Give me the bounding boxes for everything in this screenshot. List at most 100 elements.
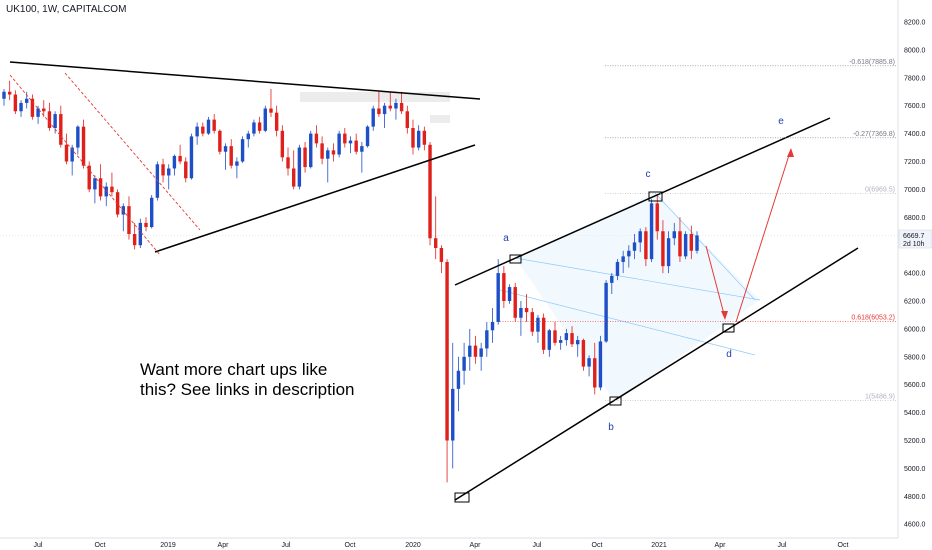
candle-body xyxy=(371,108,375,127)
candle-body xyxy=(314,133,319,144)
price-tick-label: 5600.0 xyxy=(904,382,926,389)
candle-body xyxy=(184,161,188,179)
candle-body xyxy=(201,126,205,134)
candle-body xyxy=(195,126,199,137)
fib-level-label: -0.27(7369.8) xyxy=(853,131,895,138)
candle-body xyxy=(462,356,466,371)
price-tick-label: 6200.0 xyxy=(904,299,926,306)
candle-body xyxy=(405,111,410,129)
projection-arrow-up xyxy=(735,151,791,323)
candle-body xyxy=(451,388,455,441)
candle-body xyxy=(53,114,57,129)
candle-body xyxy=(320,143,324,159)
time-tick-label: Jul xyxy=(778,542,787,549)
candle-body xyxy=(223,146,228,152)
candle-body xyxy=(683,234,688,257)
candle-body xyxy=(661,231,665,267)
candle-body xyxy=(263,108,267,131)
time-tick-label: 2021 xyxy=(651,542,667,549)
candle-body xyxy=(98,178,103,197)
time-tick-label: Jul xyxy=(533,542,542,549)
last-price-value: 6669.7 xyxy=(903,233,925,240)
price-tick-label: 6000.0 xyxy=(904,326,926,333)
wave-label: d xyxy=(726,349,732,360)
time-tick-label: Oct xyxy=(838,542,849,549)
candle-body xyxy=(161,164,165,176)
candle-body xyxy=(382,105,387,115)
candle-body xyxy=(604,282,608,342)
price-tick-label: 5400.0 xyxy=(904,410,926,417)
candle-body xyxy=(439,247,444,262)
candle-body xyxy=(127,206,131,235)
candle-body xyxy=(649,203,654,260)
fib-level-label: 0(6969.5) xyxy=(865,187,895,194)
candle-body xyxy=(110,186,114,193)
candle-body xyxy=(218,130,222,152)
candle-body xyxy=(212,119,216,131)
triangle-upper-trendline xyxy=(9,61,481,100)
candle-body xyxy=(485,330,489,349)
candle-body xyxy=(553,330,557,343)
fib-channel-fill xyxy=(515,193,760,402)
candle-body xyxy=(246,133,250,140)
time-axis[interactable]: Jul Oct 2019 Apr Jul Oct 2020 Apr Jul Oct 2021 Apr J… xyxy=(0,537,898,549)
candle-body xyxy=(513,287,517,318)
candle-body xyxy=(434,238,438,248)
candle-body xyxy=(172,155,177,169)
candle-body xyxy=(257,122,262,131)
candle-body xyxy=(297,147,302,187)
candle-body xyxy=(428,144,432,239)
candle-body xyxy=(524,307,529,313)
candle-body xyxy=(416,130,421,148)
promo-annotation: Want more chart ups like this? See links… xyxy=(140,360,355,399)
candle-body xyxy=(25,98,29,103)
candle-body xyxy=(36,108,40,117)
price-tick-label: 6400.0 xyxy=(904,271,926,278)
price-tick-label: 7400.0 xyxy=(904,131,926,138)
candle-body xyxy=(93,178,97,190)
candle-body xyxy=(274,112,279,131)
time-tick-label: Apr xyxy=(218,542,230,549)
candle-body xyxy=(13,94,18,112)
candle-body xyxy=(479,348,483,357)
fib-level-label: 0.618(6053.2) xyxy=(851,314,895,321)
wedge-upper-line xyxy=(454,117,831,286)
time-tick-label: Jul xyxy=(34,542,43,549)
fib-channel-line-upper xyxy=(514,257,761,301)
candle-body xyxy=(343,133,347,144)
red-channel-lower xyxy=(9,74,161,256)
wave-label: a xyxy=(503,233,509,244)
price-tick-label: 4600.0 xyxy=(904,522,926,529)
price-tick-label: 5800.0 xyxy=(904,354,926,361)
candle-body xyxy=(7,91,12,95)
candles xyxy=(2,80,699,483)
candle-body xyxy=(541,317,546,350)
candle-body xyxy=(138,222,143,246)
price-axis[interactable]: 8200.0 8000.0 7800.0 7600.0 7400.0 7200.0 7000… xyxy=(897,0,926,538)
candle-body xyxy=(178,155,182,162)
drawings-behind xyxy=(300,92,761,402)
candle-body xyxy=(672,231,676,239)
pivot-box-a xyxy=(509,254,522,264)
symbol-title: UK100, 1W, CAPITALCOM xyxy=(6,4,127,15)
candle-body xyxy=(19,102,23,112)
wave-labels: a b c d e xyxy=(503,116,784,433)
time-tick-label: Oct xyxy=(95,542,106,549)
candle-body xyxy=(490,321,495,331)
wedge-lower-line xyxy=(454,247,859,501)
candle-body xyxy=(309,133,313,168)
price-tick-label: 7800.0 xyxy=(904,75,926,82)
candle-body xyxy=(666,238,671,267)
price-tick-label: 5000.0 xyxy=(904,466,926,473)
candle-body xyxy=(229,146,233,166)
wave-label: e xyxy=(778,116,784,127)
candle-body xyxy=(87,165,91,190)
candle-body xyxy=(519,307,523,318)
projection-arrow-down xyxy=(705,245,726,319)
candle-body xyxy=(570,333,574,345)
candle-body xyxy=(576,340,580,345)
time-tick-label: Apr xyxy=(470,542,482,549)
pivot-box-d xyxy=(722,323,735,333)
candle-body xyxy=(689,234,694,251)
